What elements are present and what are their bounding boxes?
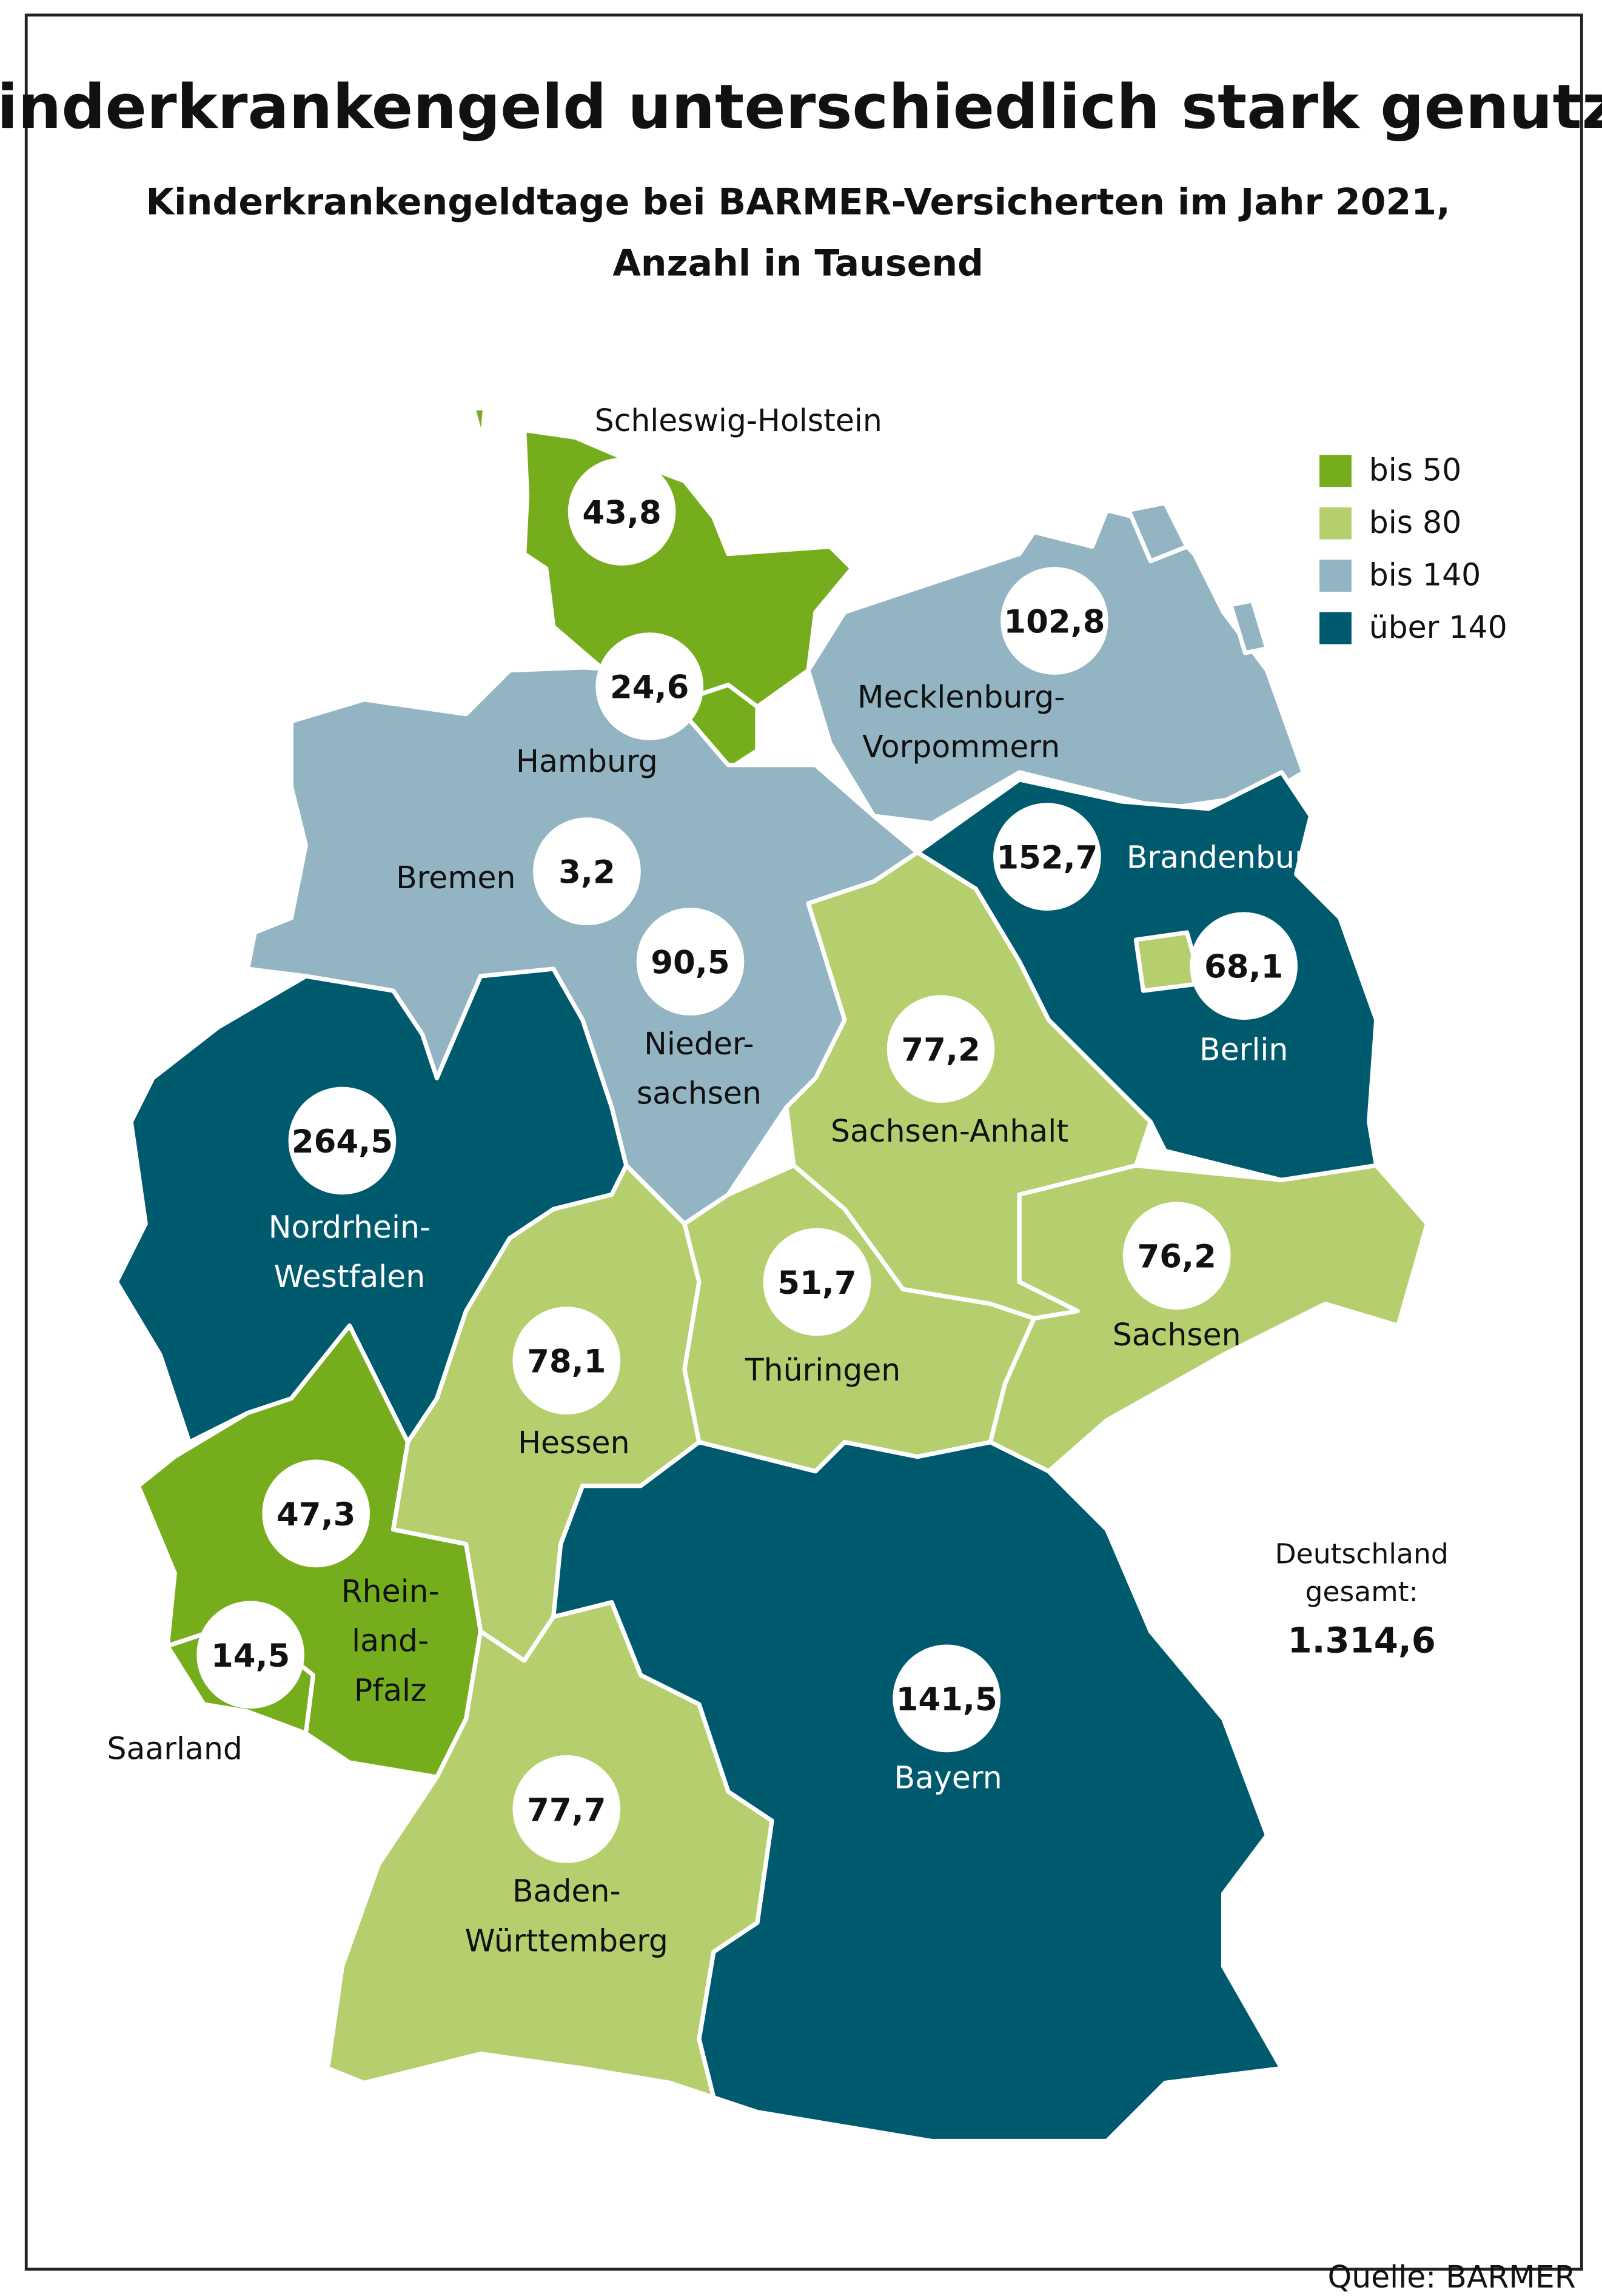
state-value: 24,6 (610, 669, 689, 706)
state-value: 51,7 (777, 1265, 856, 1302)
state-name: Westfalen (274, 1259, 426, 1294)
state-value: 77,2 (901, 1032, 980, 1069)
state-name: Berlin (1199, 1031, 1288, 1067)
value-bubble (993, 803, 1101, 911)
value-bubble (262, 1459, 370, 1568)
state-value: 152,7 (996, 840, 1098, 877)
state-value: 102,8 (1004, 603, 1105, 640)
state-name: land- (352, 1623, 429, 1659)
title: Kinderkrankengeld unterschiedlich stark … (0, 71, 1602, 142)
state-name: sachsen (637, 1076, 762, 1111)
state-name: Vorpommern (862, 729, 1060, 765)
state-name: Baden- (512, 1873, 621, 1909)
subtitle-line: Kinderkrankengeldtage bei BARMER-Versich… (146, 181, 1450, 224)
value-bubble (1000, 567, 1108, 675)
state-name: Hamburg (516, 743, 658, 779)
state-value: 78,1 (527, 1344, 606, 1381)
state-value: 90,5 (651, 945, 729, 982)
value-bubble (288, 1086, 397, 1195)
value-bubble (1190, 912, 1298, 1020)
legend-swatch (1319, 455, 1352, 487)
total-label: Deutschland (1275, 1538, 1449, 1570)
state-name: Thüringen (745, 1352, 900, 1388)
legend-label: über 140 (1369, 609, 1507, 645)
value-bubble (763, 1228, 871, 1336)
total-value: 1.314,6 (1288, 1620, 1436, 1661)
state-name: Saarland (107, 1730, 243, 1766)
legend-label: bis 50 (1369, 452, 1461, 488)
source: Quelle: BARMER (1328, 2259, 1576, 2295)
legend-swatch (1319, 507, 1352, 540)
state-name: Hessen (518, 1425, 629, 1461)
frame (24, 13, 1583, 2271)
value-bubble (636, 908, 745, 1016)
state-value: 47,3 (276, 1496, 355, 1533)
state-name: Schleswig-Holstein (595, 403, 882, 438)
state-value: 264,5 (292, 1123, 393, 1160)
region (1228, 598, 1270, 655)
value-bubble (196, 1601, 304, 1709)
state-name: Brandenburg (1127, 839, 1326, 875)
state-name: Württemberg (465, 1923, 668, 1958)
value-bubble (595, 632, 704, 740)
value-bubble (512, 1755, 621, 1863)
value-bubble (568, 458, 676, 566)
state-value: 76,2 (1137, 1239, 1216, 1276)
state-value: 77,7 (527, 1792, 606, 1829)
state-value: 68,1 (1204, 949, 1283, 986)
value-bubble (893, 1644, 1001, 1753)
subtitle-line: Anzahl in Tausend (612, 243, 984, 285)
legend-swatch (1319, 560, 1352, 592)
region (471, 406, 488, 443)
state-value: 43,8 (582, 494, 661, 531)
state-value: 3,2 (558, 854, 615, 891)
total-label: gesamt: (1305, 1576, 1418, 1608)
state-name: Rhein- (341, 1573, 440, 1609)
state-name: Mecklenburg- (857, 679, 1065, 715)
value-bubble (1122, 1202, 1231, 1310)
state-name: Bayern (894, 1759, 1002, 1795)
legend-label: bis 80 (1369, 504, 1461, 540)
value-bubble (512, 1307, 621, 1415)
value-bubble (886, 995, 995, 1103)
region (988, 1163, 1430, 1474)
state-value: 14,5 (211, 1638, 290, 1675)
legend: bis 50 bis 80 bis 140 über 140 (1319, 452, 1507, 645)
state-name: Pfalz (354, 1672, 427, 1708)
value-bubble (533, 817, 641, 926)
state-name: Sachsen-Anhalt (831, 1113, 1068, 1149)
legend-label: bis 140 (1369, 557, 1481, 592)
state-name: Nieder- (644, 1026, 754, 1062)
legend-swatch (1319, 612, 1352, 644)
state-name: Sachsen (1113, 1317, 1241, 1353)
state-name: Bremen (396, 860, 515, 895)
state-name: Nordrhein- (269, 1210, 431, 1245)
map-labels: 43,8 Schleswig-Holstein 24,6 Hamburg 102,8 Me… (107, 403, 1326, 1958)
state-value: 141,5 (896, 1681, 997, 1718)
region (1126, 500, 1190, 564)
